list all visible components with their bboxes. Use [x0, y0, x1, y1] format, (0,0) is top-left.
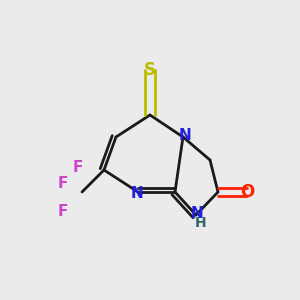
Text: F: F: [73, 160, 83, 175]
Text: N: N: [190, 206, 203, 220]
Text: S: S: [144, 61, 156, 79]
Text: N: N: [178, 128, 191, 143]
Text: H: H: [195, 216, 207, 230]
Text: F: F: [58, 205, 68, 220]
Text: N: N: [130, 187, 143, 202]
Text: O: O: [240, 183, 254, 201]
Text: F: F: [58, 176, 68, 191]
